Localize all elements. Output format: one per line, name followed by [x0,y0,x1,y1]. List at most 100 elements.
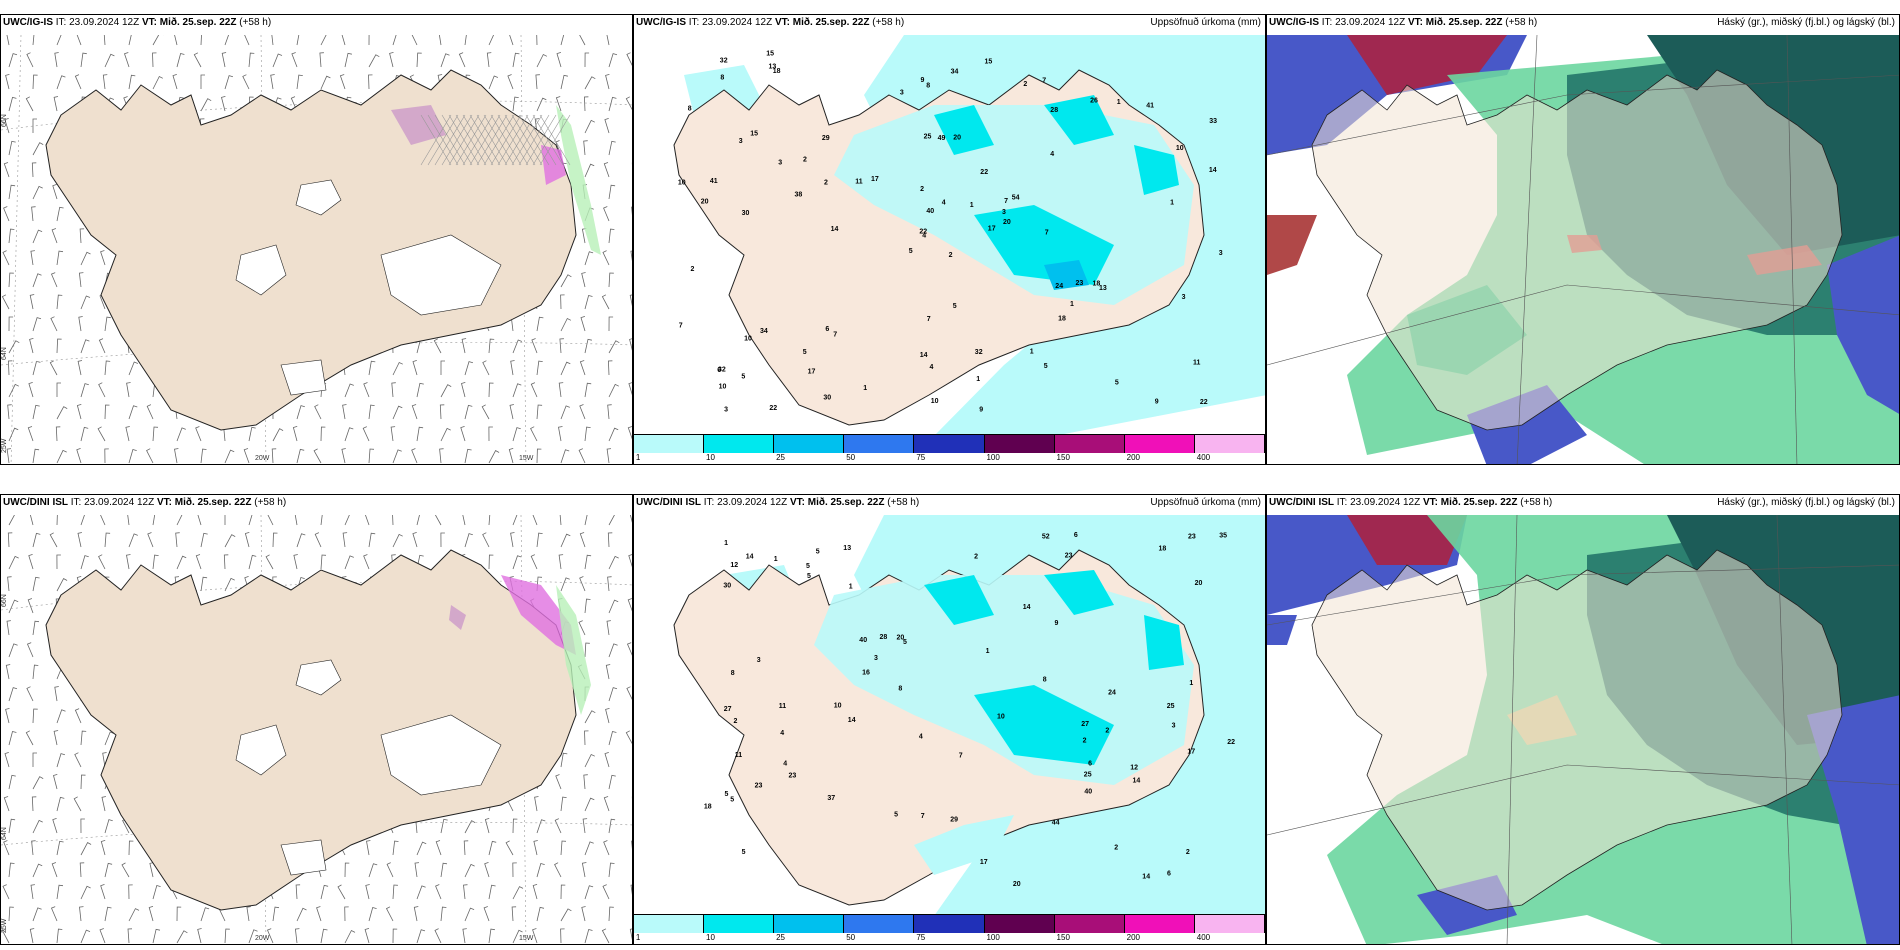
panel-subtitle: Háský (gr.), miðský (fj.bl.) og lágský (… [1717,17,1895,28]
wind-barb [56,554,61,570]
panel-dini-wind: UWC/DINI ISL IT: 23.09.2024 12Z VT: Mið.… [0,494,633,945]
wind-barb [440,360,445,375]
wind-barb [80,426,89,442]
station-value: 8 [1043,676,1047,683]
wind-barb [128,361,139,376]
wind-barb [579,532,586,548]
wind-barb [464,907,475,922]
wind-barb [584,76,596,90]
wind-barb [608,53,618,68]
wind-barb [559,338,564,354]
wind-barb [80,774,86,790]
wind-barb [74,708,82,724]
wind-barb [606,35,610,46]
wind-barb [560,274,572,288]
station-value: 5 [741,374,745,381]
panel-ig-is-precip: UWC/IG-IS IT: 23.09.2024 12Z VT: Mið. 25… [633,14,1266,465]
wind-barb [416,841,427,856]
station-value: 23 [1188,533,1196,540]
wind-barb [481,404,490,420]
wind-barb [270,74,275,90]
wind-barb [584,295,593,310]
wind-barb [510,532,515,548]
wind-barb [509,35,514,46]
station-value: 6 [717,367,721,374]
wind-barb [440,53,450,68]
wind-barb [578,620,586,636]
wind-barb [56,796,65,812]
wind-map [1,35,632,464]
wind-barb [8,515,15,526]
station-value: 7 [959,753,963,760]
wind-barb [32,620,40,636]
station-value: 3 [900,89,904,96]
wind-barb [32,448,40,464]
wind-barb [558,382,564,398]
hatch-line [434,114,466,166]
wind-barb [32,576,40,592]
lat-label-64n: 64N [1,827,8,840]
wind-barb [128,405,138,420]
wind-barb [271,448,277,464]
wind-barb [74,752,82,768]
wind-barb [464,361,474,376]
wind-barb [464,533,473,548]
wind-barb [554,818,562,834]
wind-barb [224,534,236,548]
iceland-outline [1311,69,1843,431]
station-value: 9 [921,77,925,84]
wind-barb [127,515,130,526]
legend-tick: 100 [986,453,1000,462]
station-value: 28 [1050,107,1058,114]
wind-barb [584,426,591,442]
wind-barb [392,928,398,944]
station-value: 2 [974,554,978,561]
wind-barb [532,928,538,944]
wind-barb [8,731,17,746]
wind-barb [584,642,590,658]
station-value: 27 [724,706,732,713]
station-value: 4 [919,733,923,740]
wind-barb [128,35,132,46]
wind-barb [411,404,418,420]
wind-barb [224,928,230,944]
wind-barb [25,730,34,746]
station-value: 5 [742,849,746,856]
legend-swatch [704,915,775,933]
station-value: 29 [822,135,830,142]
wind-barb [464,820,476,834]
wind-barb [629,294,632,307]
wind-barb [74,74,82,90]
legend-tick: 10 [706,453,715,462]
wind-barb [433,338,442,354]
wind-barb [484,818,490,834]
wind-barb [608,555,619,570]
wind-barb [248,554,257,570]
station-value: 4 [922,232,926,239]
wind-barb [200,98,212,112]
wind-barb [104,862,113,878]
station-value: 49 [938,135,946,142]
wind-barb [608,316,614,332]
wind-barb [104,404,110,420]
wind-barb [32,360,41,376]
wind-barb [224,35,229,46]
wind-barb [7,576,12,592]
station-value: 41 [1146,102,1154,109]
wind-barb [32,142,44,156]
wind-barb [266,928,274,944]
wind-barb [126,554,131,570]
wind-barb [104,731,115,746]
wind-barb [32,404,40,420]
precip-legend: 1 10 25 50 75 100 150 200 400 [634,914,1265,944]
wind-barb [320,515,323,526]
wind-barb [579,404,586,420]
wind-barb [224,75,234,90]
wind-barb [626,686,632,700]
wind-barb [536,819,546,834]
station-value: 52 [1042,534,1050,541]
station-value: 5 [730,797,734,804]
wind-barb [32,819,43,834]
wind-barb [412,532,418,548]
wind-barb [174,35,178,46]
